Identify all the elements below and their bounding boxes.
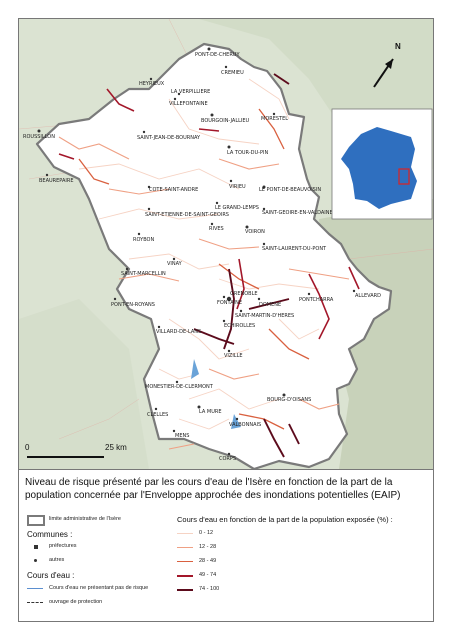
- town-label: PONTCHARRA: [299, 297, 334, 303]
- boundary-swatch: [27, 515, 45, 526]
- rivers-class-12-28: [58, 136, 350, 450]
- class-swatch-0-12: [177, 533, 193, 534]
- town-label: PONT-DE-CHERUY: [195, 52, 240, 58]
- scale-bar: 0 25 km: [25, 443, 127, 458]
- boundary-label: limite administrative de l'Isère: [49, 516, 121, 522]
- town-label: LE GRAND-LEMPS: [215, 205, 259, 211]
- town-label: DOMENE: [259, 302, 281, 308]
- town-label: VILLEFONTAINE: [169, 101, 208, 107]
- town-label: ECHIROLLES: [224, 323, 255, 329]
- france-shape: [341, 127, 417, 209]
- town-label: LA MURE: [199, 409, 222, 415]
- class-label: 74 - 100: [199, 586, 220, 592]
- no-risk-line: [27, 588, 43, 589]
- prefectures-label: préfectures: [49, 543, 77, 549]
- town-label: CORPS: [219, 456, 236, 462]
- town-label: VILLARD-DE-LANS: [156, 329, 201, 335]
- isere-locator-box: [398, 168, 410, 185]
- town-label: HEYRIEUX: [139, 81, 165, 87]
- town-label: VIRIEU: [229, 184, 246, 190]
- class-label: 12 - 28: [199, 544, 217, 550]
- map-canvas: PONT-DE-CHERUY CREMIEU HEYRIEUX LA VERPI…: [19, 19, 433, 469]
- town-label: ALLEVARD: [355, 293, 381, 299]
- france-inset: [331, 108, 433, 220]
- lake: [191, 359, 199, 379]
- town-label: BEAUREPAIRE: [39, 178, 74, 184]
- town-label: MORESTEL: [261, 116, 288, 122]
- town-label: SAINT-LAURENT-DU-PONT: [262, 246, 327, 252]
- town-label: CLELLES: [147, 412, 168, 418]
- other-commune-symbol: [34, 559, 37, 562]
- lake: [231, 414, 241, 429]
- classes-title: Cours d'eau en fonction de la part de la…: [177, 515, 393, 524]
- town-label: LA TOUR-DU-PIN: [227, 150, 268, 156]
- town-label: COTE-SAINT-ANDRE: [149, 187, 198, 193]
- rivers-class-0-12: [78, 78, 320, 430]
- town-labels: PONT-DE-CHERUY CREMIEU HEYRIEUX LA VERPI…: [23, 52, 381, 462]
- town-label: ROYBON: [133, 237, 154, 243]
- town-label: SAINT-GEOIRE-EN-VALDAINE: [262, 210, 333, 216]
- map-title: Niveau de risque présenté par les cours …: [25, 477, 401, 501]
- class-label: 28 - 49: [199, 558, 217, 564]
- rivers-class-49-74: [58, 88, 360, 340]
- class-label: 49 - 74: [199, 572, 217, 578]
- class-swatch-12-28: [177, 547, 193, 548]
- town-markers: [37, 47, 356, 456]
- town-label: VALBONNAIS: [229, 422, 261, 428]
- class-swatch-74-100: [177, 589, 193, 591]
- town-label: SAINT-MARTIN-D'HERES: [235, 313, 294, 319]
- town-label: MENS: [175, 433, 189, 439]
- town-label: ROUSSILLON: [23, 134, 55, 140]
- town-label: LE PONT-DE-BEAUVOISIN: [259, 187, 321, 193]
- town-label: VINAY: [167, 261, 183, 267]
- town-label: SAINT-MARCELLIN: [121, 271, 166, 277]
- town-label: BOURG-D'OISANS: [267, 397, 311, 403]
- map-frame[interactable]: PONT-DE-CHERUY CREMIEU HEYRIEUX LA VERPI…: [18, 18, 434, 470]
- town-label: FONTAINE: [217, 300, 242, 306]
- town-label: CREMIEU: [221, 70, 244, 76]
- town-label: PONT-EN-ROYANS: [111, 302, 155, 308]
- prefecture-symbol: [34, 545, 38, 549]
- town-label: VIZILLE: [224, 353, 243, 359]
- scale-end: 25 km: [105, 443, 127, 452]
- town-label: BOURGOIN-JALLIEU: [201, 118, 250, 124]
- rivers-class-28-49: [78, 108, 310, 430]
- others-label: autres: [49, 557, 65, 563]
- rivers-header: Cours d'eau :: [27, 571, 75, 580]
- rivers-class-74-100: [193, 73, 300, 458]
- protection-label: ouvrage de protection: [49, 599, 103, 605]
- town-label: LA VERPILLIERE: [171, 89, 210, 95]
- communes-header: Communes :: [27, 530, 73, 539]
- scale-start: 0: [25, 443, 30, 452]
- legend-panel: Niveau de risque présenté par les cours …: [18, 470, 434, 622]
- protection-line: [27, 602, 43, 603]
- north-arrow: N: [373, 42, 401, 88]
- class-swatch-49-74: [177, 575, 193, 577]
- north-label: N: [395, 42, 401, 51]
- town-label: SAINT-JEAN-DE-BOURNAY: [137, 135, 201, 141]
- town-label: VOIRON: [245, 229, 265, 235]
- town-label: MONESTIER-DE-CLERMONT: [145, 384, 214, 390]
- town-label: SAINT-ETIENNE-DE-SAINT-GEOIRS: [145, 212, 229, 218]
- no-risk-label: Cours d'eau ne présentant pas de risque: [49, 585, 149, 591]
- isere-boundary: [35, 42, 393, 469]
- town-label: GRENOBLE: [230, 291, 258, 297]
- class-swatch-28-49: [177, 561, 193, 562]
- town-label: RIVES: [209, 226, 224, 232]
- class-label: 0 - 12: [199, 530, 214, 536]
